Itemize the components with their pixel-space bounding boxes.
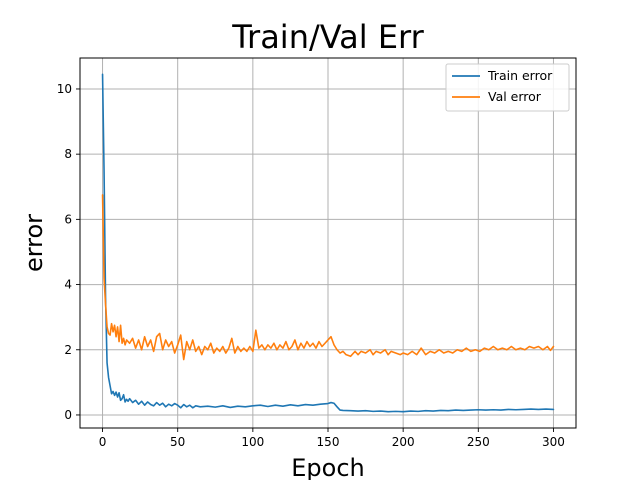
y-tick-label: 10 bbox=[57, 82, 72, 96]
x-tick-label: 50 bbox=[170, 435, 185, 449]
y-tick-label: 0 bbox=[64, 408, 72, 422]
grid bbox=[80, 58, 576, 428]
y-tick-label: 4 bbox=[64, 278, 72, 292]
legend-label-train-error: Train error bbox=[487, 68, 553, 83]
x-tick-label: 250 bbox=[467, 435, 490, 449]
x-tick-label: 200 bbox=[392, 435, 415, 449]
x-axis-label: Epoch bbox=[291, 454, 365, 480]
x-tick-label: 0 bbox=[99, 435, 107, 449]
series-line-train-error bbox=[101, 73, 555, 413]
x-tick-label: 150 bbox=[317, 435, 340, 449]
x-tick-label: 100 bbox=[241, 435, 264, 449]
series-layer bbox=[101, 73, 555, 413]
y-axis-label: error bbox=[20, 214, 48, 272]
series-line-val-error bbox=[101, 194, 555, 361]
legend: Train error Val error bbox=[445, 63, 570, 112]
y-tick-label: 2 bbox=[64, 343, 72, 357]
chart-title: Train/Val Err bbox=[231, 18, 424, 56]
x-tick-label: 300 bbox=[542, 435, 565, 449]
y-tick-label: 6 bbox=[64, 212, 72, 226]
legend-label-val-error: Val error bbox=[488, 89, 542, 104]
ticks: 0 50 100 150 200 250 300 0 2 4 6 8 10 bbox=[57, 82, 565, 449]
y-tick-label: 8 bbox=[64, 147, 72, 161]
